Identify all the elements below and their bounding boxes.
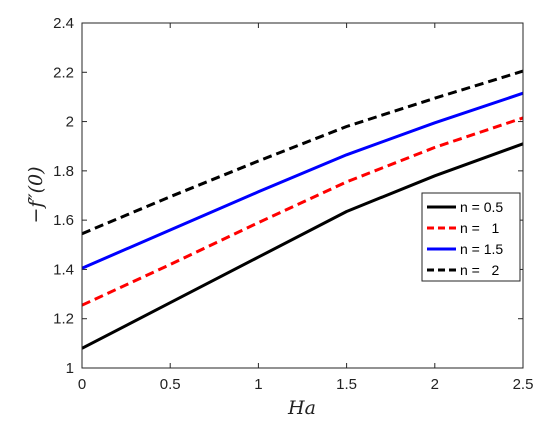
y-axis-label: −f″(0) xyxy=(25,167,47,224)
x-axis-label: Ha xyxy=(287,397,316,419)
y-tick-label: 2.2 xyxy=(53,64,74,81)
legend-label-1: n = 1 xyxy=(460,220,500,236)
series-line-0 xyxy=(81,142,524,350)
series-line-2 xyxy=(81,91,524,270)
y-tick-label: 2 xyxy=(66,114,74,131)
y-tick-label: 1.8 xyxy=(53,163,74,180)
x-ticks: 0 0.5 1 1.5 2 2.5 xyxy=(78,23,534,393)
y-tick-label: 1.4 xyxy=(53,261,74,278)
x-tick-label: 1 xyxy=(254,376,262,393)
series-line-1 xyxy=(81,116,524,307)
y-tick-label: 1.2 xyxy=(53,311,74,328)
x-tick-label: 1.5 xyxy=(336,376,357,393)
y-tick-label: 1.6 xyxy=(53,212,74,229)
x-tick-label: 2 xyxy=(431,376,439,393)
series-lines xyxy=(81,69,524,350)
legend-label-0: n = 0.5 xyxy=(460,199,503,215)
legend-label-3: n = 2 xyxy=(460,262,500,278)
x-tick-label: 0.5 xyxy=(160,376,181,393)
y-tick-label: 2.4 xyxy=(53,15,74,32)
y-tick-label: 1 xyxy=(66,360,74,377)
legend: n = 0.5 n = 1 n = 1.5 n = 2 xyxy=(421,192,521,282)
series-line-3 xyxy=(81,69,524,236)
legend-label-2: n = 1.5 xyxy=(460,241,503,257)
x-tick-label: 0 xyxy=(78,376,86,393)
plot-frame xyxy=(81,22,524,369)
x-tick-label: 2.5 xyxy=(513,376,534,393)
